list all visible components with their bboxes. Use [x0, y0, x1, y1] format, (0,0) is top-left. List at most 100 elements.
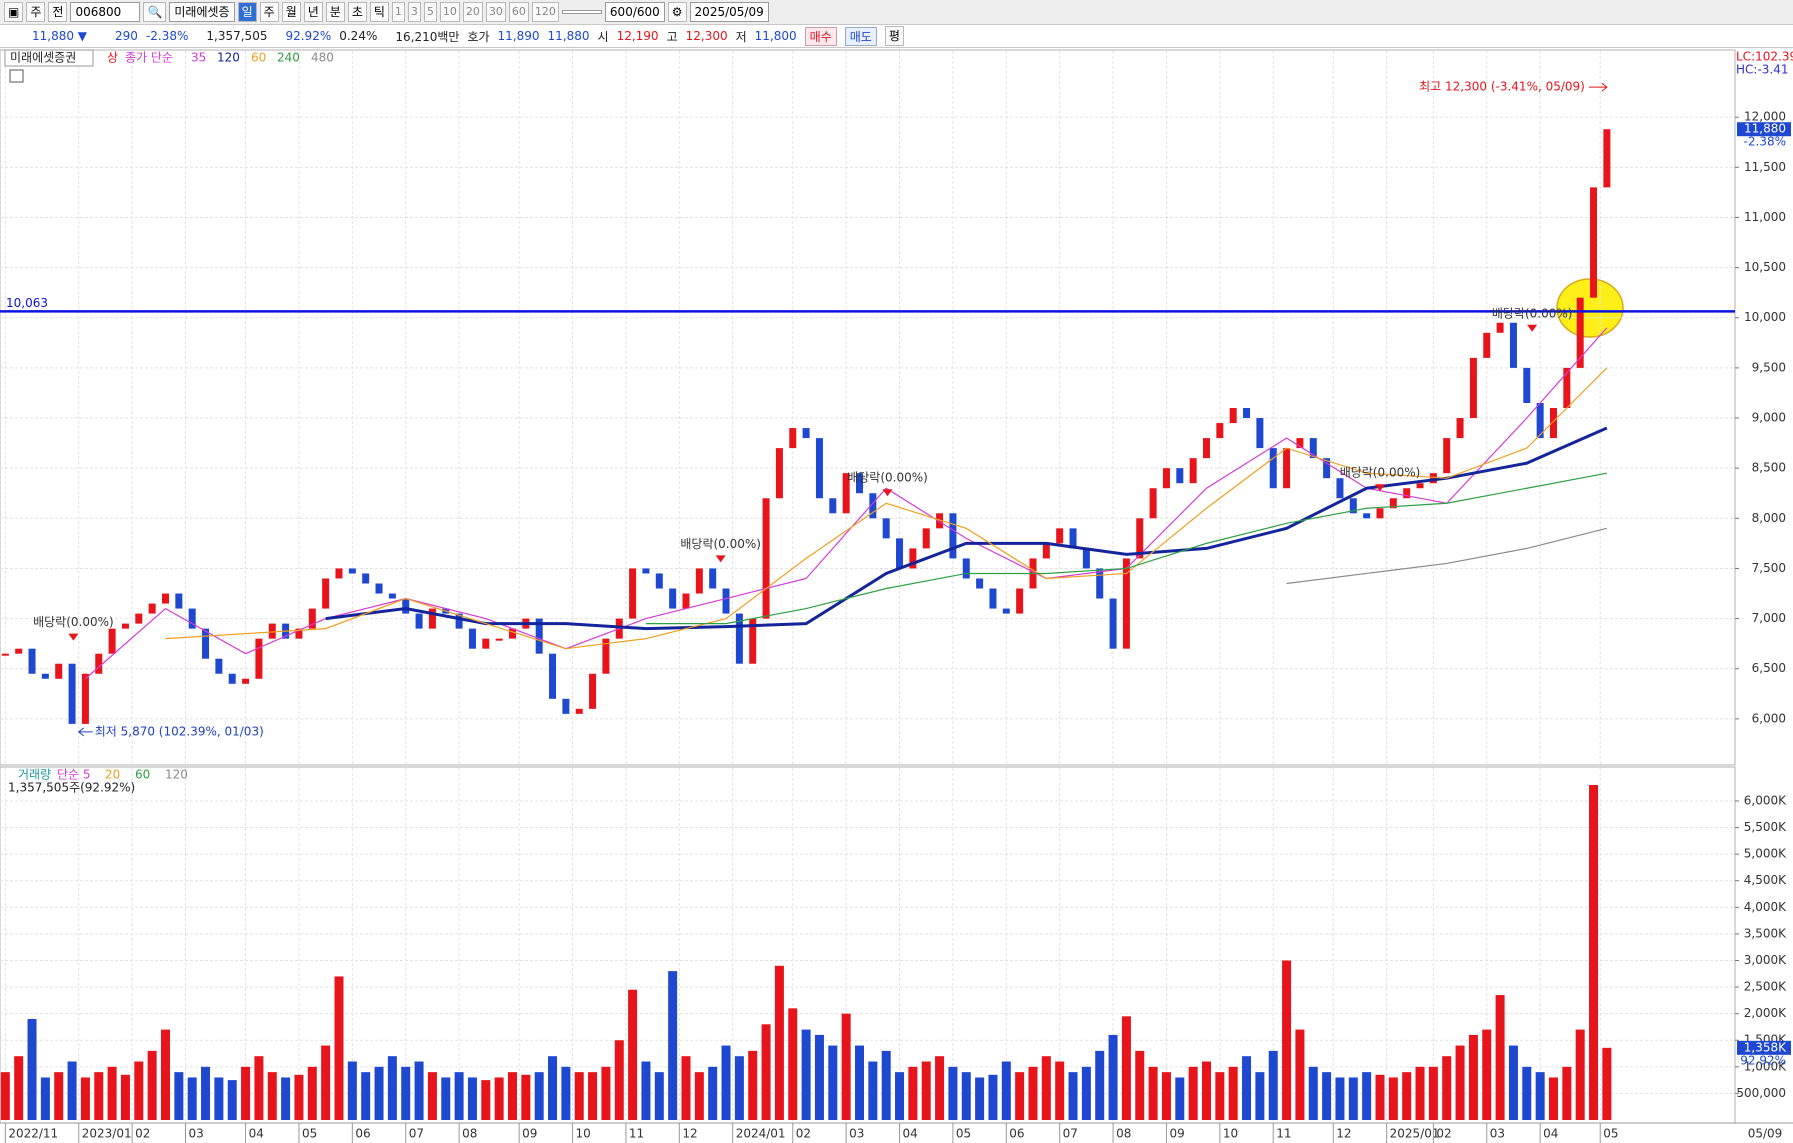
period[interactable]: 틱 [369, 2, 389, 22]
volume-bar [761, 1024, 771, 1120]
volume-bar [721, 1045, 731, 1120]
moving-average [165, 367, 1608, 650]
market[interactable]: 주 [26, 2, 46, 22]
candle [308, 608, 316, 629]
period[interactable]: 분 [325, 2, 345, 22]
x-tick-label: 10 [576, 1127, 591, 1141]
candle [202, 628, 210, 659]
volume-bar [1028, 1066, 1038, 1120]
blank-input[interactable] [561, 10, 602, 14]
candle [1269, 448, 1277, 489]
volume-bar [694, 1072, 704, 1120]
candle [749, 618, 757, 664]
interval[interactable]: 20 [462, 2, 483, 22]
open: 12,190 [616, 29, 659, 43]
y-tick-label: 12,000 [1744, 110, 1786, 124]
candle [175, 593, 183, 609]
candle [562, 698, 570, 714]
volume-bar [788, 1008, 798, 1120]
x-tick-label: 04 [903, 1127, 918, 1141]
dividend-label: 배당락(0.00%) [847, 471, 928, 485]
candle [335, 568, 343, 579]
volume-bar [1001, 1061, 1011, 1120]
sell-button[interactable]: 매도 [844, 26, 877, 46]
x-tick-label: 04 [249, 1127, 264, 1141]
tools[interactable]: ⚙ [667, 2, 687, 22]
volume-bar [1188, 1066, 1198, 1120]
annotation: 최고 12,300 (-3.41%, 05/09) [1419, 80, 1585, 94]
volume-bar [1375, 1074, 1385, 1120]
legend-entry: 60 [251, 51, 266, 65]
rate: -2.38% [145, 29, 189, 43]
candle [135, 613, 143, 624]
candle [28, 648, 36, 674]
candle [735, 613, 743, 664]
candle [882, 518, 890, 539]
x-tick-label: 2025/01 [1390, 1127, 1440, 1141]
x-tick-label: 03 [189, 1127, 204, 1141]
candle [81, 673, 89, 724]
period[interactable]: 일 [237, 2, 257, 22]
volume-bar [40, 1077, 50, 1120]
candle [1496, 322, 1504, 333]
icon[interactable]: ▣ [4, 2, 24, 22]
volume-bar [467, 1077, 477, 1120]
stock-name[interactable]: 미래에셋증 [169, 2, 235, 22]
dividend-label: 배당락(0.00%) [1492, 306, 1573, 320]
candle [121, 623, 129, 629]
candle [161, 593, 169, 604]
avg-button[interactable]: 평 [884, 26, 904, 46]
candle [909, 548, 917, 569]
volume-bar [921, 1061, 931, 1120]
interval[interactable]: 1 [391, 2, 405, 22]
volume-bar [908, 1066, 918, 1120]
candle [1563, 367, 1571, 409]
period[interactable]: 주 [259, 2, 279, 22]
interval[interactable]: 3 [407, 2, 421, 22]
buy-button[interactable]: 매수 [804, 26, 837, 46]
prev[interactable]: 전 [48, 2, 68, 22]
period[interactable]: 월 [281, 2, 301, 22]
volume-bar [814, 1034, 824, 1120]
volume-bar [1095, 1050, 1105, 1120]
y-tick-label: 3,500K [1744, 926, 1787, 940]
volume-bar [1322, 1072, 1332, 1120]
interval[interactable]: 10 [439, 2, 460, 22]
candle [589, 673, 597, 709]
interval[interactable]: 5 [423, 2, 437, 22]
interval[interactable]: 30 [485, 2, 506, 22]
candle [976, 578, 984, 589]
corner-label: HC:-3.41 [1736, 63, 1789, 77]
volume-bar [54, 1072, 64, 1120]
period[interactable]: 년 [303, 2, 323, 22]
count[interactable]: 600/600 [604, 2, 665, 22]
code-input[interactable]: 006800 [70, 2, 141, 22]
candle [936, 513, 944, 529]
date[interactable]: 2025/05/09 [689, 2, 769, 22]
x-tick-label: 06 [1009, 1127, 1024, 1141]
y-tick-label: 2,500K [1744, 980, 1787, 994]
candle [829, 498, 837, 514]
volume-bar [1335, 1077, 1345, 1120]
settings-icon[interactable] [9, 69, 24, 83]
volume-bar [1348, 1077, 1358, 1120]
volume-bar [1495, 995, 1505, 1120]
volume-bar [1268, 1050, 1278, 1120]
volume-bar [1468, 1034, 1478, 1120]
candle [1376, 508, 1384, 519]
volume-bar [1522, 1066, 1532, 1120]
annotation: 최저 5,870 (102.39%, 01/03) [95, 724, 264, 738]
volume-bar [107, 1066, 117, 1120]
volume-bar [1135, 1050, 1145, 1120]
interval[interactable]: 120 [531, 2, 559, 22]
low-label: 저 [735, 29, 747, 44]
period[interactable]: 초 [347, 2, 367, 22]
dividend-marker [882, 489, 893, 497]
volume-subtitle: 1,357,505주(92.92%) [8, 781, 135, 795]
x-tick-label: 09 [1169, 1127, 1184, 1141]
search[interactable]: 🔍 [143, 2, 167, 22]
volume-bar [347, 1061, 357, 1120]
volume-bar [120, 1074, 130, 1120]
interval[interactable]: 60 [508, 2, 529, 22]
volume-bar [160, 1029, 170, 1120]
